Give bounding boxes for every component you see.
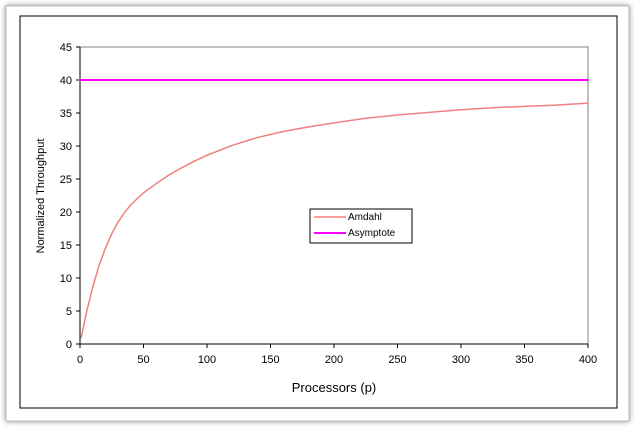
y-tick-label: 10	[60, 273, 72, 285]
axes: 0 5 10 15 20 25 30 35 40 45 0 50 100 150 200 250 300 350 4…	[60, 42, 597, 366]
x-tick-label: 100	[198, 354, 216, 366]
y-tick-label: 30	[60, 141, 72, 153]
x-tick-label: 150	[261, 354, 279, 366]
legend-label-asymptote: Asymptote	[348, 228, 396, 239]
y-tick-label: 0	[66, 339, 72, 351]
y-tick-label: 35	[60, 108, 72, 120]
x-tick-label: 250	[388, 354, 406, 366]
x-tick-label: 0	[77, 354, 83, 366]
y-tick-label: 45	[60, 42, 72, 54]
y-tick-label: 15	[60, 240, 72, 252]
x-tick-label: 350	[515, 354, 533, 366]
x-tick-label: 400	[579, 354, 597, 366]
y-tick-label: 25	[60, 174, 72, 186]
series-lines	[79, 79, 589, 339]
legend: Amdahl Asymptote	[309, 208, 413, 244]
y-tick-label: 40	[60, 75, 72, 87]
legend-label-amdahl: Amdahl	[348, 212, 382, 223]
y-axis-title: Normalized Throughput	[35, 139, 47, 254]
series-line-amdahl	[80, 102, 589, 339]
x-tick-label: 200	[325, 354, 343, 366]
plot-area	[79, 46, 589, 345]
y-tick-label: 5	[66, 306, 72, 318]
x-tick-label: 300	[452, 354, 470, 366]
x-axis-title: Processors (p)	[292, 380, 377, 395]
x-tick-label: 50	[137, 354, 149, 366]
legend-box	[309, 208, 413, 244]
y-tick-label: 20	[60, 207, 72, 219]
